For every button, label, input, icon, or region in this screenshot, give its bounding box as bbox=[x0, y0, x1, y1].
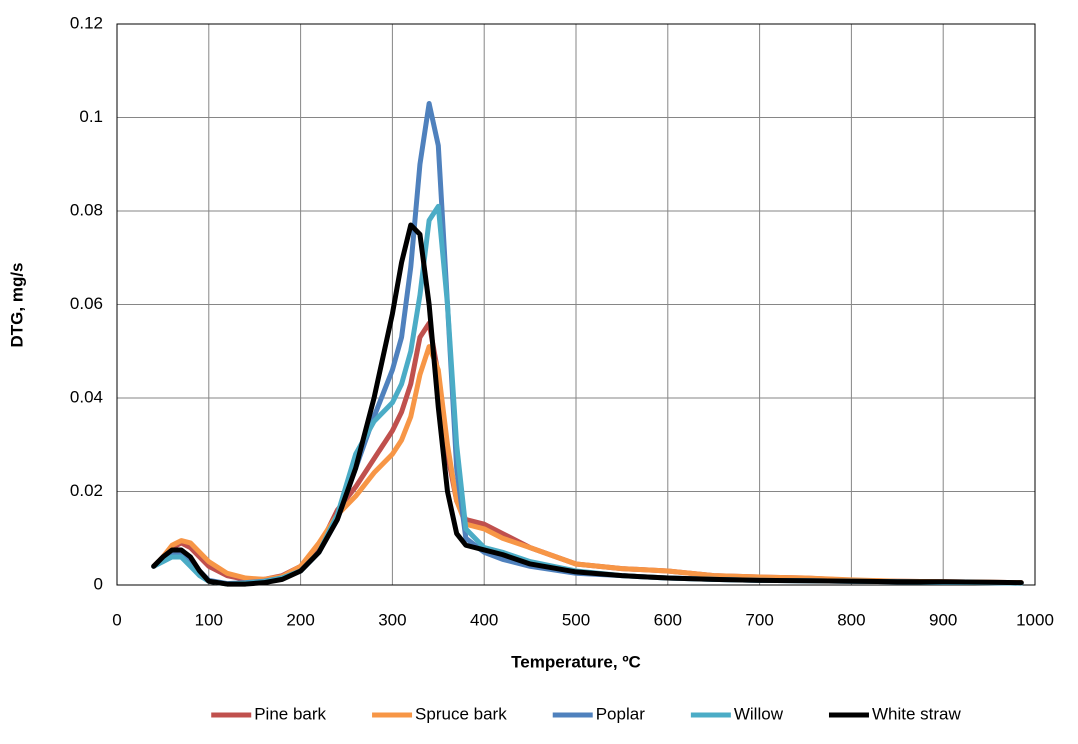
data-line bbox=[151, 344, 1024, 586]
x-tick-label: 400 bbox=[470, 610, 498, 629]
y-tick-label: 0.04 bbox=[70, 387, 103, 406]
x-tick-label: 200 bbox=[286, 610, 314, 629]
legend-label: White straw bbox=[872, 704, 962, 723]
y-tick-label: 0.1 bbox=[79, 107, 103, 126]
y-axis-label: DTG, mg/s bbox=[7, 262, 26, 347]
y-tick-label: 0 bbox=[94, 574, 103, 593]
legend-label: Poplar bbox=[596, 704, 645, 723]
legend-label: Willow bbox=[734, 704, 784, 723]
data-line bbox=[151, 222, 1024, 587]
legend-label: Spruce bark bbox=[415, 704, 507, 723]
y-tick-label: 0.06 bbox=[70, 294, 103, 313]
x-axis-label: Temperature, ºC bbox=[511, 652, 641, 671]
x-tick-label: 600 bbox=[654, 610, 682, 629]
x-tick-label: 900 bbox=[929, 610, 957, 629]
plot-border bbox=[116, 23, 1036, 586]
y-tick-label: 0.08 bbox=[70, 200, 103, 219]
x-tick-label: 800 bbox=[837, 610, 865, 629]
y-tick-label: 0.02 bbox=[70, 481, 103, 500]
data-line bbox=[151, 203, 1024, 587]
x-tick-label: 500 bbox=[562, 610, 590, 629]
data-line bbox=[151, 320, 1024, 586]
x-tick-label: 0 bbox=[112, 610, 121, 629]
y-tick-label: 0.12 bbox=[70, 13, 103, 32]
x-tick-label: 100 bbox=[195, 610, 223, 629]
data-line bbox=[151, 100, 1024, 587]
legend-label: Pine bark bbox=[254, 704, 326, 723]
x-tick-label: 1000 bbox=[1016, 610, 1054, 629]
x-tick-label: 300 bbox=[378, 610, 406, 629]
x-tick-label: 700 bbox=[745, 610, 773, 629]
